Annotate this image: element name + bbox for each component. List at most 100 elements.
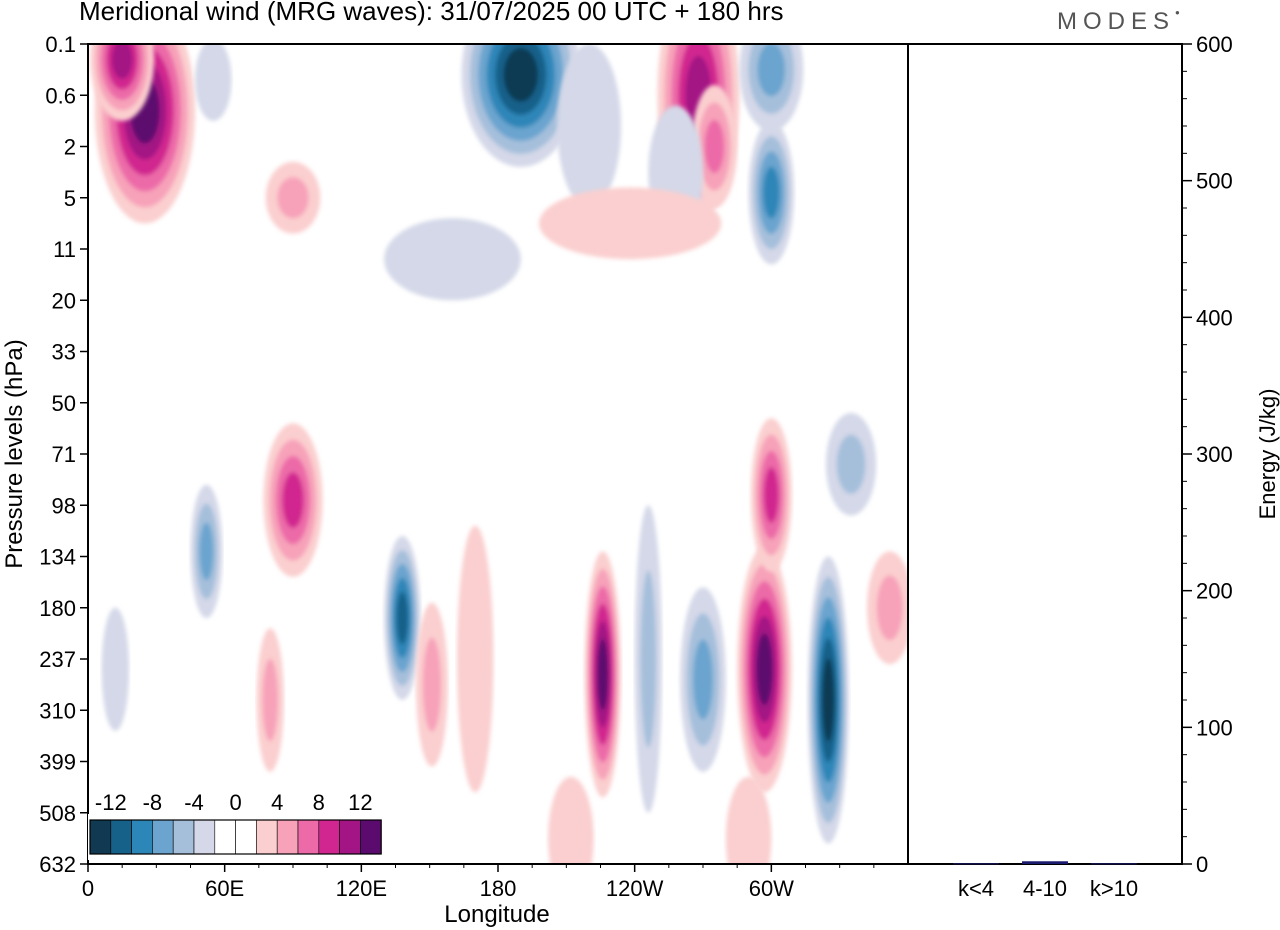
energy-frame	[907, 43, 1183, 865]
contour-level	[704, 119, 725, 174]
colorbar-label: 8	[313, 790, 325, 815]
contour-plot	[90, 44, 908, 864]
x-tick-label: 180	[480, 876, 517, 901]
colorbar-label: -4	[184, 790, 204, 815]
chart-title: Meridional wind (MRG waves): 31/07/2025 …	[79, 0, 784, 26]
colorbar-frame	[89, 819, 382, 855]
colorbar-label: 0	[229, 790, 241, 815]
contour-level	[111, 44, 133, 80]
y-tick-label: 310	[39, 698, 76, 723]
colorbar-swatch	[110, 819, 132, 855]
contour-feature	[461, 44, 580, 167]
contour-feature	[807, 556, 849, 844]
contour-level	[763, 467, 779, 523]
x-axis: 0 60E 120E 180 120W 60W	[82, 864, 875, 901]
energy-bar	[1091, 863, 1137, 865]
colorbar-label: 12	[348, 790, 372, 815]
colorbar: -12 -8 -4 0 4 8 12	[88, 790, 386, 860]
contour-level	[725, 776, 772, 864]
contour-level	[422, 637, 442, 732]
contour-level	[640, 570, 657, 748]
contour-level	[876, 575, 903, 641]
energy-tick-label: 300	[1196, 442, 1233, 467]
contour-level	[763, 166, 780, 219]
contour-level	[277, 177, 309, 219]
energy-bar	[1022, 861, 1068, 864]
contour-feature	[265, 161, 321, 234]
y-tick-label: 2	[64, 135, 76, 160]
colorbar-swatch	[297, 819, 320, 855]
contour-level	[597, 638, 609, 711]
contour-feature	[748, 120, 795, 265]
modes-logo: MODES●	[1057, 8, 1180, 36]
colorbar-swatch	[276, 819, 299, 855]
y-tick-label: 71	[52, 442, 76, 467]
y-tick-label: 0.1	[45, 32, 76, 57]
contour-feature	[384, 218, 521, 301]
contour-level	[822, 658, 835, 742]
logo-text: MODES	[1057, 8, 1176, 35]
y-tick-label: 50	[52, 391, 76, 416]
x-tick-label: 120E	[336, 876, 387, 901]
colorbar-swatch	[339, 819, 361, 855]
y-tick-label: 20	[52, 288, 76, 313]
registered-mark-icon: ●	[1175, 8, 1180, 17]
contour-feature	[539, 187, 722, 260]
energy-category-label: 4-10	[1023, 876, 1067, 901]
contour-feature	[739, 44, 804, 132]
contour-level	[693, 639, 713, 720]
y-tick-label: 508	[39, 801, 76, 826]
y-tick-label: 399	[39, 750, 76, 775]
colorbar-swatch	[256, 819, 278, 855]
contour-feature	[263, 423, 323, 577]
colorbar-swatch	[193, 819, 216, 855]
y-axis-label: Pressure levels (hPa)	[1, 339, 28, 568]
colorbar-label: 4	[271, 790, 283, 815]
y-tick-label: 0.6	[45, 83, 76, 108]
y-tick-label: 237	[39, 647, 76, 672]
contour-feature	[737, 546, 792, 793]
contour-feature	[584, 551, 621, 798]
contour-level	[396, 591, 409, 645]
y-tick-label: 11	[53, 237, 76, 262]
colorbar-swatch	[318, 819, 340, 855]
energy-category-label: k<4	[958, 876, 994, 901]
contour-level	[457, 525, 494, 793]
energy-axis: 0 100 200 300 400 500 600	[1182, 32, 1233, 877]
contour-level	[836, 434, 866, 494]
energy-bars: k<4 4-10 k>10	[953, 861, 1138, 901]
contour-level	[101, 607, 129, 731]
energy-axis-label: Energy (J/kg)	[1255, 389, 1280, 520]
energy-tick-label: 200	[1196, 579, 1233, 604]
energy-tick-label: 500	[1196, 169, 1233, 194]
colorbar-swatch	[172, 819, 195, 855]
y-tick-label: 33	[52, 340, 76, 365]
contour-feature	[90, 44, 155, 121]
energy-category-label: k>10	[1090, 876, 1138, 901]
contour-level	[282, 472, 304, 528]
energy-tick-label: 0	[1196, 852, 1208, 877]
y-tick-label: 5	[64, 186, 76, 211]
y-tick-label: 98	[52, 493, 76, 518]
contour-feature	[548, 776, 594, 864]
contour-feature	[195, 44, 232, 121]
y-tick-label: 180	[39, 596, 76, 621]
y-axis: 0.1 0.6 2 5 11 20 33 50 71 98 134 180 237 310 399 508 63…	[39, 32, 88, 877]
contour-level	[539, 187, 722, 260]
contour-level	[548, 776, 594, 864]
contour-level	[195, 44, 232, 121]
energy-tick-label: 100	[1196, 715, 1233, 740]
contour-level	[199, 522, 214, 581]
contour-feature	[680, 587, 726, 772]
colorbar-swatch	[235, 819, 257, 855]
contour-feature	[190, 484, 223, 618]
x-tick-label: 60W	[749, 876, 794, 901]
y-tick-label: 632	[39, 852, 76, 877]
contour-feature	[557, 44, 621, 208]
x-tick-label: 60E	[205, 876, 244, 901]
contour-feature	[416, 602, 448, 767]
contour-feature	[256, 628, 284, 772]
contour-feature	[101, 607, 129, 731]
colorbar-swatch	[152, 819, 174, 855]
